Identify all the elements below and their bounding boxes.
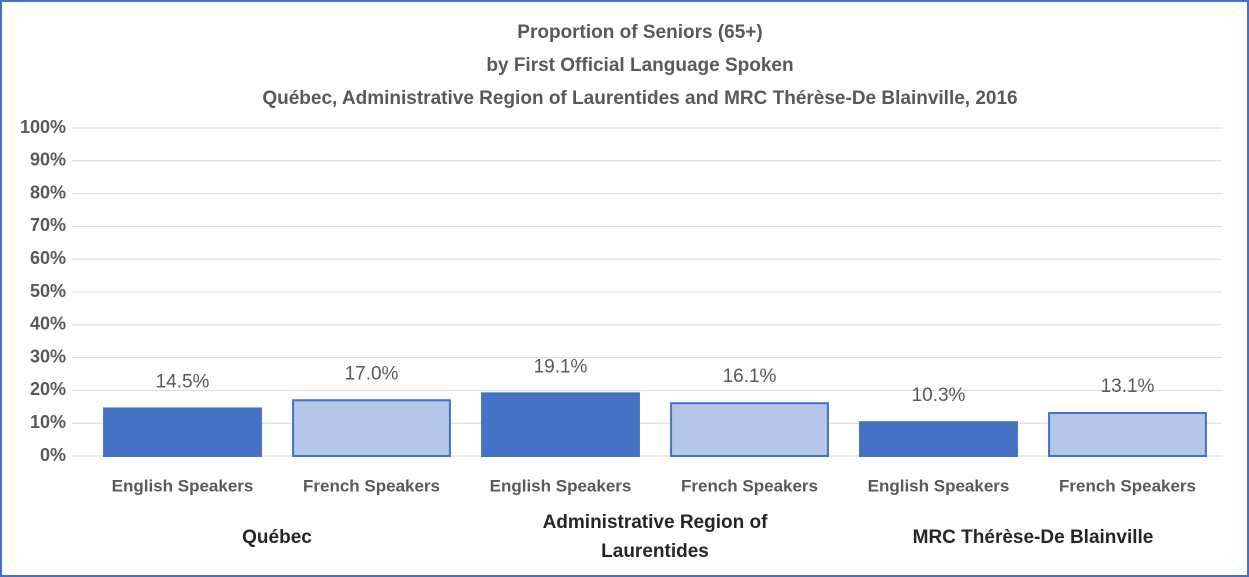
x-tick-label: English Speakers [112,476,254,495]
x-tick-label: French Speakers [681,476,818,495]
group-label: Administrative Region of Laurentides [542,512,768,562]
chart-title: Proportion of Seniors (65+) [517,22,762,43]
y-tick-label: 90% [30,150,66,170]
x-tick-label: English Speakers [868,476,1010,495]
bar [292,399,451,457]
bar [859,421,1018,458]
y-tick-label: 30% [30,346,66,366]
x-tick-label: French Speakers [303,476,440,495]
y-tick-label: 70% [30,215,66,235]
bar [1048,412,1207,458]
group-label: MRC Thérèse-De Blainville [912,526,1154,548]
y-tick-label: 60% [30,248,66,268]
value-label: 10.3% [912,385,966,406]
bar [481,392,640,457]
bar [670,402,829,457]
value-label: 13.1% [1101,376,1155,397]
bar [103,407,262,458]
y-tick-label: 80% [30,182,66,202]
y-tick-label: 0% [40,445,66,465]
value-label: 14.5% [156,371,210,392]
x-tick-label: English Speakers [490,476,632,495]
x-tick-label: French Speakers [1059,476,1196,495]
y-tick-label: 10% [30,412,66,432]
value-label: 16.1% [723,366,777,387]
value-label: 17.0% [345,363,399,384]
y-tick-label: 50% [30,281,66,301]
chart-title: by First Official Language Spoken [486,55,793,76]
group-label: Québec [242,526,312,548]
y-tick-label: 100% [20,117,66,137]
y-tick-label: 20% [30,379,66,399]
chart-title: Québec, Administrative Region of Laurent… [262,88,1017,109]
value-label: 19.1% [534,356,588,377]
y-tick-label: 40% [30,314,66,334]
